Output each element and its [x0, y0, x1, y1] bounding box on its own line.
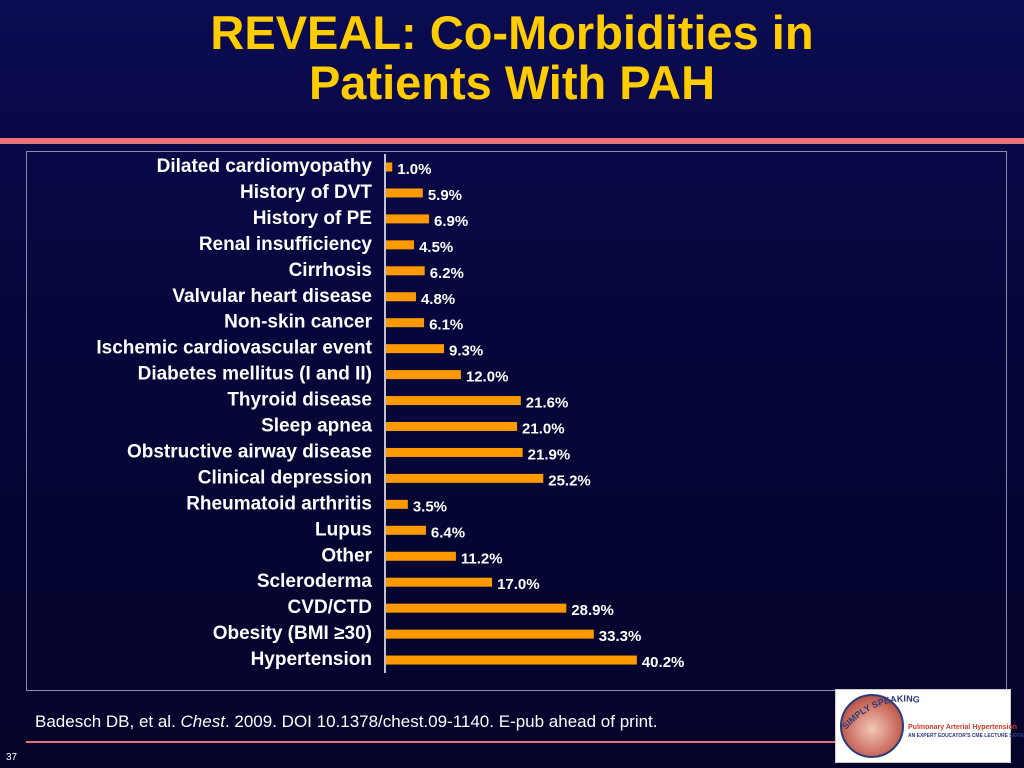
- value-label: 1.0%: [397, 161, 431, 178]
- value-label: 25.2%: [548, 472, 591, 489]
- category-label: Renal insufficiency: [199, 234, 373, 255]
- value-label: 5.9%: [428, 187, 462, 204]
- category-label: Obstructive airway disease: [127, 441, 372, 462]
- bar: [386, 318, 425, 328]
- title-line-1: REVEAL: Co-Morbidities in: [210, 6, 814, 59]
- value-label: 12.0%: [466, 369, 509, 386]
- chart-frame: Dilated cardiomyopathy 1.0% History of DVT…: [26, 151, 1007, 691]
- category-label: Hypertension: [251, 649, 372, 670]
- title-divider: [0, 138, 1024, 144]
- bar: [386, 266, 425, 276]
- slide-number: 37: [6, 752, 18, 763]
- bar: [386, 344, 445, 354]
- bar: [386, 188, 423, 198]
- category-label: CVD/CTD: [288, 597, 372, 618]
- bar: [386, 422, 518, 431]
- category-label: History of PE: [253, 208, 372, 229]
- category-label: Obesity (BMI ≥30): [213, 623, 372, 644]
- value-label: 40.2%: [642, 654, 685, 671]
- bar-chart: Dilated cardiomyopathy 1.0% History of DVT…: [96, 154, 685, 674]
- value-label: 21.9%: [528, 446, 571, 463]
- title-line-2: Patients With PAH: [308, 56, 716, 109]
- value-label: 21.6%: [526, 395, 569, 412]
- logo-title: Pulmonary Arterial Hypertension: [908, 724, 1018, 731]
- slide-title: REVEAL: Co-Morbidities in Patients With …: [0, 8, 1024, 108]
- category-label: Sleep apnea: [261, 416, 372, 437]
- bar: [386, 396, 521, 406]
- value-label: 3.5%: [413, 498, 447, 515]
- bar: [386, 499, 408, 509]
- value-label: 33.3%: [599, 628, 642, 645]
- value-label: 17.0%: [497, 576, 540, 593]
- category-label: Cirrhosis: [289, 260, 372, 281]
- value-label: 11.2%: [461, 550, 503, 567]
- value-label: 6.9%: [434, 213, 468, 230]
- citation-prefix: Badesch DB, et al.: [35, 712, 181, 731]
- value-label: 9.3%: [449, 343, 483, 360]
- footer-divider: [26, 741, 836, 743]
- bar: [386, 525, 426, 535]
- category-label: Rheumatoid arthritis: [186, 493, 372, 514]
- value-label: 6.4%: [431, 524, 465, 541]
- bar: [386, 292, 416, 302]
- bar: [386, 447, 523, 457]
- category-label: History of DVT: [240, 182, 372, 203]
- value-label: 21.0%: [522, 421, 565, 438]
- bar: [386, 214, 430, 224]
- category-label: Dilated cardiomyopathy: [157, 156, 373, 177]
- citation: Badesch DB, et al. Chest. 2009. DOI 10.1…: [35, 712, 658, 732]
- bar: [386, 603, 567, 613]
- value-label: 6.1%: [429, 317, 463, 334]
- lungs-heart-icon: [840, 694, 904, 758]
- bar: [386, 577, 493, 587]
- bar: [386, 162, 393, 172]
- citation-journal: Chest: [180, 712, 225, 731]
- category-label: Diabetes mellitus (I and II): [138, 364, 372, 385]
- value-label: 4.8%: [421, 291, 455, 308]
- bar: [386, 370, 461, 380]
- value-label: 6.2%: [430, 265, 464, 282]
- category-label: Other: [321, 545, 372, 566]
- bar: [386, 473, 544, 483]
- logo-arc-text: SIMPLY SPEAKING: [840, 693, 920, 731]
- value-label: 4.5%: [419, 239, 453, 256]
- bar: [386, 655, 637, 665]
- category-label: Non-skin cancer: [224, 312, 372, 333]
- category-label: Valvular heart disease: [172, 286, 372, 307]
- bar: [386, 551, 456, 561]
- bar: [386, 629, 594, 639]
- category-label: Clinical depression: [198, 467, 372, 488]
- category-label: Lupus: [315, 519, 372, 540]
- logo-subtitle: AN EXPERT EDUCATOR'S CME LECTURE SERIES: [908, 733, 1024, 739]
- bar: [386, 240, 415, 250]
- citation-suffix: . 2009. DOI 10.1378/chest.09-1140. E-pub…: [224, 712, 658, 731]
- category-label: Scleroderma: [257, 571, 373, 592]
- value-label: 28.9%: [571, 602, 614, 619]
- category-label: Ischemic cardiovascular event: [96, 338, 372, 359]
- simply-speaking-logo: SIMPLY SPEAKING Pulmonary Arterial Hyper…: [835, 689, 1024, 763]
- category-label: Thyroid disease: [227, 390, 372, 411]
